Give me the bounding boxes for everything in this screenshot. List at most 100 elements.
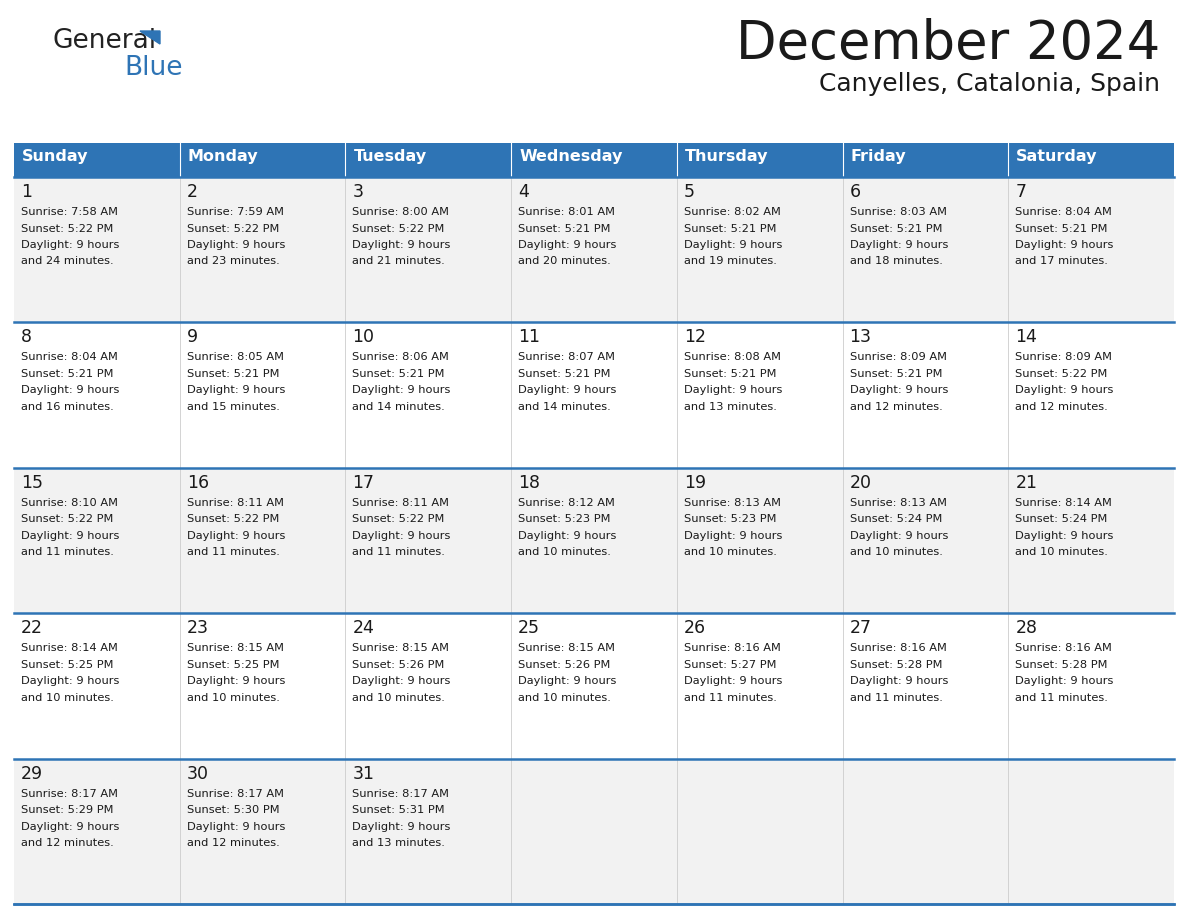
Text: Daylight: 9 hours: Daylight: 9 hours (518, 240, 617, 250)
Text: 4: 4 (518, 183, 529, 201)
Text: 8: 8 (21, 329, 32, 346)
Bar (14, 758, 1174, 904)
Text: Sunset: 5:25 PM: Sunset: 5:25 PM (21, 660, 114, 670)
Text: 26: 26 (684, 620, 706, 637)
Text: 16: 16 (187, 474, 209, 492)
Bar (511, 143, 677, 177)
Text: Daylight: 9 hours: Daylight: 9 hours (684, 531, 782, 541)
Text: and 13 minutes.: and 13 minutes. (353, 838, 446, 848)
Text: and 20 minutes.: and 20 minutes. (518, 256, 611, 266)
Text: 7: 7 (1016, 183, 1026, 201)
Text: Daylight: 9 hours: Daylight: 9 hours (21, 677, 119, 686)
Text: and 10 minutes.: and 10 minutes. (849, 547, 942, 557)
Text: 11: 11 (518, 329, 541, 346)
Text: Sunset: 5:27 PM: Sunset: 5:27 PM (684, 660, 776, 670)
Text: and 19 minutes.: and 19 minutes. (684, 256, 777, 266)
Text: Daylight: 9 hours: Daylight: 9 hours (518, 531, 617, 541)
Text: Sunset: 5:21 PM: Sunset: 5:21 PM (684, 369, 776, 379)
Text: Sunset: 5:22 PM: Sunset: 5:22 PM (187, 514, 279, 524)
Text: Daylight: 9 hours: Daylight: 9 hours (187, 822, 285, 832)
Text: Wednesday: Wednesday (519, 149, 623, 164)
Text: Daylight: 9 hours: Daylight: 9 hours (21, 531, 119, 541)
Text: Sunset: 5:23 PM: Sunset: 5:23 PM (518, 514, 611, 524)
Text: 27: 27 (849, 620, 872, 637)
Text: Sunrise: 8:15 AM: Sunrise: 8:15 AM (353, 644, 449, 654)
Text: Sunrise: 8:14 AM: Sunrise: 8:14 AM (21, 644, 118, 654)
Text: Friday: Friday (851, 149, 906, 164)
Text: Sunset: 5:21 PM: Sunset: 5:21 PM (518, 223, 611, 233)
Text: and 10 minutes.: and 10 minutes. (684, 547, 777, 557)
Text: 1: 1 (21, 183, 32, 201)
Text: Daylight: 9 hours: Daylight: 9 hours (1016, 677, 1113, 686)
Text: Daylight: 9 hours: Daylight: 9 hours (518, 386, 617, 396)
Text: and 11 minutes.: and 11 minutes. (187, 547, 279, 557)
Bar (346, 143, 511, 177)
Text: Daylight: 9 hours: Daylight: 9 hours (684, 386, 782, 396)
Text: Sunrise: 7:59 AM: Sunrise: 7:59 AM (187, 207, 284, 217)
Text: Monday: Monday (188, 149, 258, 164)
Text: 25: 25 (518, 620, 541, 637)
Text: Sunrise: 8:11 AM: Sunrise: 8:11 AM (187, 498, 284, 508)
Text: Sunset: 5:28 PM: Sunset: 5:28 PM (849, 660, 942, 670)
Text: 3: 3 (353, 183, 364, 201)
Text: Sunset: 5:22 PM: Sunset: 5:22 PM (21, 514, 113, 524)
Text: Daylight: 9 hours: Daylight: 9 hours (1016, 240, 1113, 250)
Text: Sunset: 5:21 PM: Sunset: 5:21 PM (1016, 223, 1107, 233)
Text: Sunrise: 8:01 AM: Sunrise: 8:01 AM (518, 207, 615, 217)
Text: and 10 minutes.: and 10 minutes. (518, 693, 611, 702)
Text: and 11 minutes.: and 11 minutes. (684, 693, 777, 702)
Text: and 12 minutes.: and 12 minutes. (1016, 402, 1108, 412)
Text: Sunset: 5:21 PM: Sunset: 5:21 PM (849, 223, 942, 233)
Text: December 2024: December 2024 (735, 18, 1159, 70)
Text: 31: 31 (353, 765, 374, 783)
Text: Daylight: 9 hours: Daylight: 9 hours (1016, 386, 1113, 396)
Text: 2: 2 (187, 183, 197, 201)
Text: 23: 23 (187, 620, 209, 637)
Text: 9: 9 (187, 329, 198, 346)
Text: Sunrise: 8:16 AM: Sunrise: 8:16 AM (1016, 644, 1112, 654)
Text: and 12 minutes.: and 12 minutes. (187, 838, 279, 848)
Text: 21: 21 (1016, 474, 1037, 492)
Text: Daylight: 9 hours: Daylight: 9 hours (353, 386, 450, 396)
Text: Sunrise: 8:17 AM: Sunrise: 8:17 AM (187, 789, 284, 799)
Text: and 10 minutes.: and 10 minutes. (518, 547, 611, 557)
Text: 24: 24 (353, 620, 374, 637)
Text: 14: 14 (1016, 329, 1037, 346)
Text: Daylight: 9 hours: Daylight: 9 hours (353, 822, 450, 832)
Text: Canyelles, Catalonia, Spain: Canyelles, Catalonia, Spain (819, 72, 1159, 96)
Text: Sunset: 5:21 PM: Sunset: 5:21 PM (353, 369, 446, 379)
Text: Sunrise: 8:11 AM: Sunrise: 8:11 AM (353, 498, 449, 508)
Text: Sunset: 5:28 PM: Sunset: 5:28 PM (1016, 660, 1107, 670)
Text: Sunset: 5:21 PM: Sunset: 5:21 PM (187, 369, 279, 379)
Text: 20: 20 (849, 474, 872, 492)
Text: Tuesday: Tuesday (353, 149, 426, 164)
Text: Blue: Blue (124, 55, 183, 81)
Text: and 14 minutes.: and 14 minutes. (353, 402, 446, 412)
Text: Sunrise: 8:08 AM: Sunrise: 8:08 AM (684, 353, 781, 363)
Text: and 24 minutes.: and 24 minutes. (21, 256, 114, 266)
Text: Sunrise: 8:10 AM: Sunrise: 8:10 AM (21, 498, 118, 508)
Text: Sunset: 5:24 PM: Sunset: 5:24 PM (1016, 514, 1107, 524)
Text: and 11 minutes.: and 11 minutes. (849, 693, 942, 702)
Text: Daylight: 9 hours: Daylight: 9 hours (518, 677, 617, 686)
Bar (842, 143, 1009, 177)
Text: and 14 minutes.: and 14 minutes. (518, 402, 611, 412)
Text: Sunset: 5:22 PM: Sunset: 5:22 PM (21, 223, 113, 233)
Text: Sunrise: 8:05 AM: Sunrise: 8:05 AM (187, 353, 284, 363)
Text: Daylight: 9 hours: Daylight: 9 hours (353, 531, 450, 541)
Text: Sunday: Sunday (23, 149, 88, 164)
Text: Sunset: 5:31 PM: Sunset: 5:31 PM (353, 805, 446, 815)
Text: Sunset: 5:22 PM: Sunset: 5:22 PM (353, 223, 444, 233)
Text: Daylight: 9 hours: Daylight: 9 hours (849, 531, 948, 541)
Text: Sunset: 5:24 PM: Sunset: 5:24 PM (849, 514, 942, 524)
Text: Sunrise: 7:58 AM: Sunrise: 7:58 AM (21, 207, 118, 217)
Text: Sunrise: 8:17 AM: Sunrise: 8:17 AM (353, 789, 449, 799)
Text: and 15 minutes.: and 15 minutes. (187, 402, 279, 412)
Text: and 18 minutes.: and 18 minutes. (849, 256, 942, 266)
Text: and 11 minutes.: and 11 minutes. (1016, 693, 1108, 702)
Text: Sunset: 5:22 PM: Sunset: 5:22 PM (187, 223, 279, 233)
Text: Daylight: 9 hours: Daylight: 9 hours (849, 240, 948, 250)
Text: Daylight: 9 hours: Daylight: 9 hours (187, 677, 285, 686)
Text: Sunrise: 8:13 AM: Sunrise: 8:13 AM (684, 498, 781, 508)
Text: and 23 minutes.: and 23 minutes. (187, 256, 279, 266)
